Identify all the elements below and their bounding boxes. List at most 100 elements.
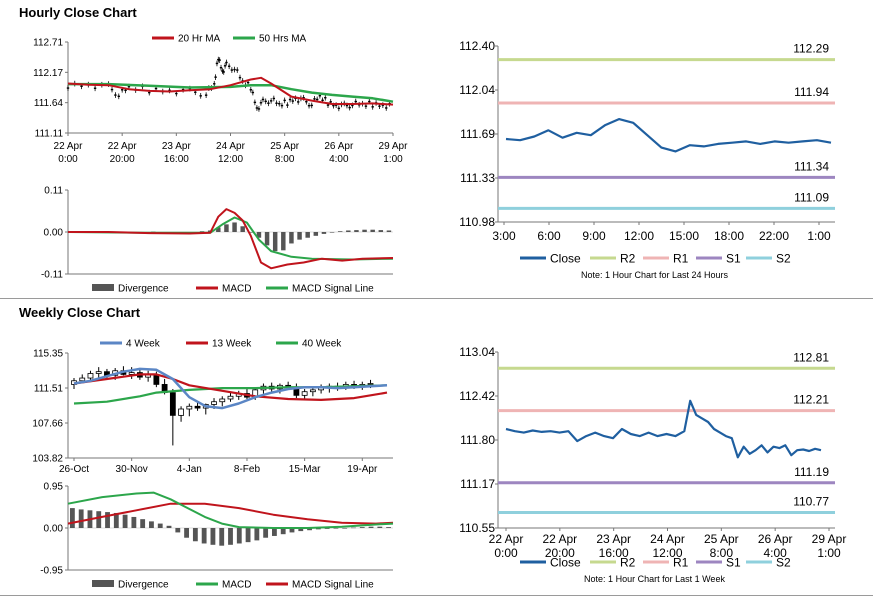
divergence-bar (289, 528, 295, 533)
close-line (505, 117, 832, 153)
hourly-price-x-tick-label: 23 Apr (162, 141, 192, 152)
legend-macd-signal-label: MACD Signal Line (292, 284, 374, 295)
divergence-bar (289, 232, 294, 244)
ma-50-line (68, 82, 394, 103)
divergence-bar (324, 528, 330, 529)
divergence-bar (254, 528, 260, 541)
divergence-bar (216, 227, 221, 232)
hourly-price-x-tick-label: 8:00 (275, 154, 295, 165)
divergence-bar (337, 231, 343, 232)
macd-signal-line (67, 216, 394, 261)
divergence-bar (351, 527, 356, 529)
divergence-bar (386, 230, 392, 232)
divergence-bar (386, 527, 392, 528)
divergence-bar (354, 230, 359, 232)
weekly-candle-body (128, 372, 135, 375)
legend-divergence-label: Divergence (118, 580, 169, 591)
hourly-price-x-tick-label: 22 Apr (108, 141, 138, 152)
hourly-levels-x-tick-label: 18:00 (714, 229, 744, 243)
hl-y-tick-label: 111.33 (460, 171, 495, 185)
divergence-bar (264, 232, 270, 246)
wm-macd-y-tick-label: -0.95 (40, 566, 63, 577)
weekly-price-y-tick-label: 115.35 (33, 349, 63, 360)
hourly-levels-x-tick-label: 12:00 (624, 229, 654, 243)
legend-r1-label: R1 (673, 556, 689, 570)
hl-y-tick-label: 111.69 (460, 127, 495, 141)
weekly-levels-chart: 113.04 112.42 111.80 111.17 110.55 112.81 112.… (459, 345, 846, 584)
divergence-bar (333, 528, 339, 529)
wm-macd-y-tick-label: 0.00 (44, 524, 64, 535)
divergence-bar (248, 232, 254, 233)
divergence-bar (362, 229, 367, 232)
weekly-candle-body (79, 377, 86, 382)
section-divider (0, 298, 873, 299)
hourly-macd-chart: 0.11 0.00 -0.11 Divergence MACD MACD Signal L… (41, 186, 394, 295)
divergence-bar (96, 511, 102, 528)
divergence-bar (69, 508, 75, 528)
weekly-levels-x-tick-label: 0:00 (494, 546, 518, 560)
legend-40-week-label: 40 Week (302, 339, 342, 350)
chart-note: Note: 1 Hour Chart for Last 24 Hours (581, 270, 729, 280)
hourly-price-x-tick-label: 25 Apr (270, 141, 300, 152)
weekly-price-y-tick-label: 111.51 (34, 384, 64, 395)
divergence-bar (219, 528, 225, 546)
legend-r1-label: R1 (673, 252, 689, 266)
weekly-price-y-tick-label: 107.66 (32, 419, 63, 430)
divergence-bar (157, 523, 163, 528)
divergence-bar (329, 232, 335, 233)
hourly-price-x-tick-label: 24 Apr (216, 141, 246, 152)
legend-divergence-swatch (92, 580, 114, 587)
divergence-bar (368, 526, 374, 528)
divergence-bar (272, 232, 278, 252)
weekly-candle-body (178, 408, 184, 416)
legend-macd-label: MACD (222, 284, 251, 295)
weekly-macd-chart: 0.95 0.00 -0.95 Divergence MACD MACD Signal L… (40, 482, 394, 591)
divergence-bar (342, 528, 348, 529)
level-s2-label: 110.77 (793, 494, 829, 508)
legend-20hr-ma-label: 20 Hr MA (178, 34, 221, 45)
divergence-bar (377, 526, 383, 528)
divergence-bar (140, 519, 146, 528)
level-s1-label: 111.34 (794, 159, 829, 173)
ma-20-line (67, 76, 394, 106)
hourly-levels-x-tick-label: 15:00 (669, 229, 699, 243)
divergence-bar (280, 528, 286, 535)
divergence-bar (184, 528, 189, 538)
legend-divergence-label: Divergence (118, 284, 169, 295)
wl-y-tick-label: 110.55 (459, 521, 495, 535)
legend-r2-label: R2 (620, 556, 636, 570)
hourly-price-y-tick-label: 111.11 (35, 129, 64, 140)
legend-s2-label: S2 (776, 252, 791, 266)
legend-s2-label: S2 (776, 556, 791, 570)
divergence-bar (210, 528, 216, 545)
divergence-bar (298, 528, 304, 532)
level-r2-label: 112.81 (793, 350, 829, 364)
hl-y-tick-label: 112.40 (459, 39, 495, 53)
legend-s1-label: S1 (726, 252, 741, 266)
divergence-bar (240, 226, 245, 232)
weekly-levels-x-tick-label: 4:00 (763, 546, 787, 560)
hourly-price-x-tick-label: 1:00 (383, 154, 403, 165)
divergence-bar (78, 509, 84, 528)
divergence-bar (201, 528, 207, 544)
macd-signal-line (67, 502, 394, 525)
chart-note: Note: 1 Hour Chart for Last 1 Week (584, 574, 725, 584)
legend-macd-label: MACD (222, 580, 251, 591)
divergence-bar (199, 231, 205, 232)
weekly-price-y-tick-label: 103.82 (32, 454, 63, 465)
divergence-bar (228, 528, 233, 545)
divergence-bar (166, 525, 172, 528)
ma-4-week-line (73, 367, 388, 410)
divergence-bar (232, 222, 237, 232)
weekly-levels-x-tick-label: 16:00 (599, 546, 629, 560)
weekly-section-title: Weekly Close Chart (19, 305, 141, 320)
divergence-bar (315, 528, 321, 530)
divergence-bar (105, 512, 110, 528)
wl-y-tick-label: 111.17 (460, 477, 495, 491)
divergence-bar (245, 528, 251, 543)
weekly-price-x-tick-label: 26-Oct (59, 464, 89, 475)
weekly-levels-x-tick-label: 25 Apr (704, 532, 739, 546)
divergence-bar (131, 516, 137, 528)
legend-13-week-label: 13 Week (212, 339, 252, 350)
divergence-bar (281, 232, 286, 251)
